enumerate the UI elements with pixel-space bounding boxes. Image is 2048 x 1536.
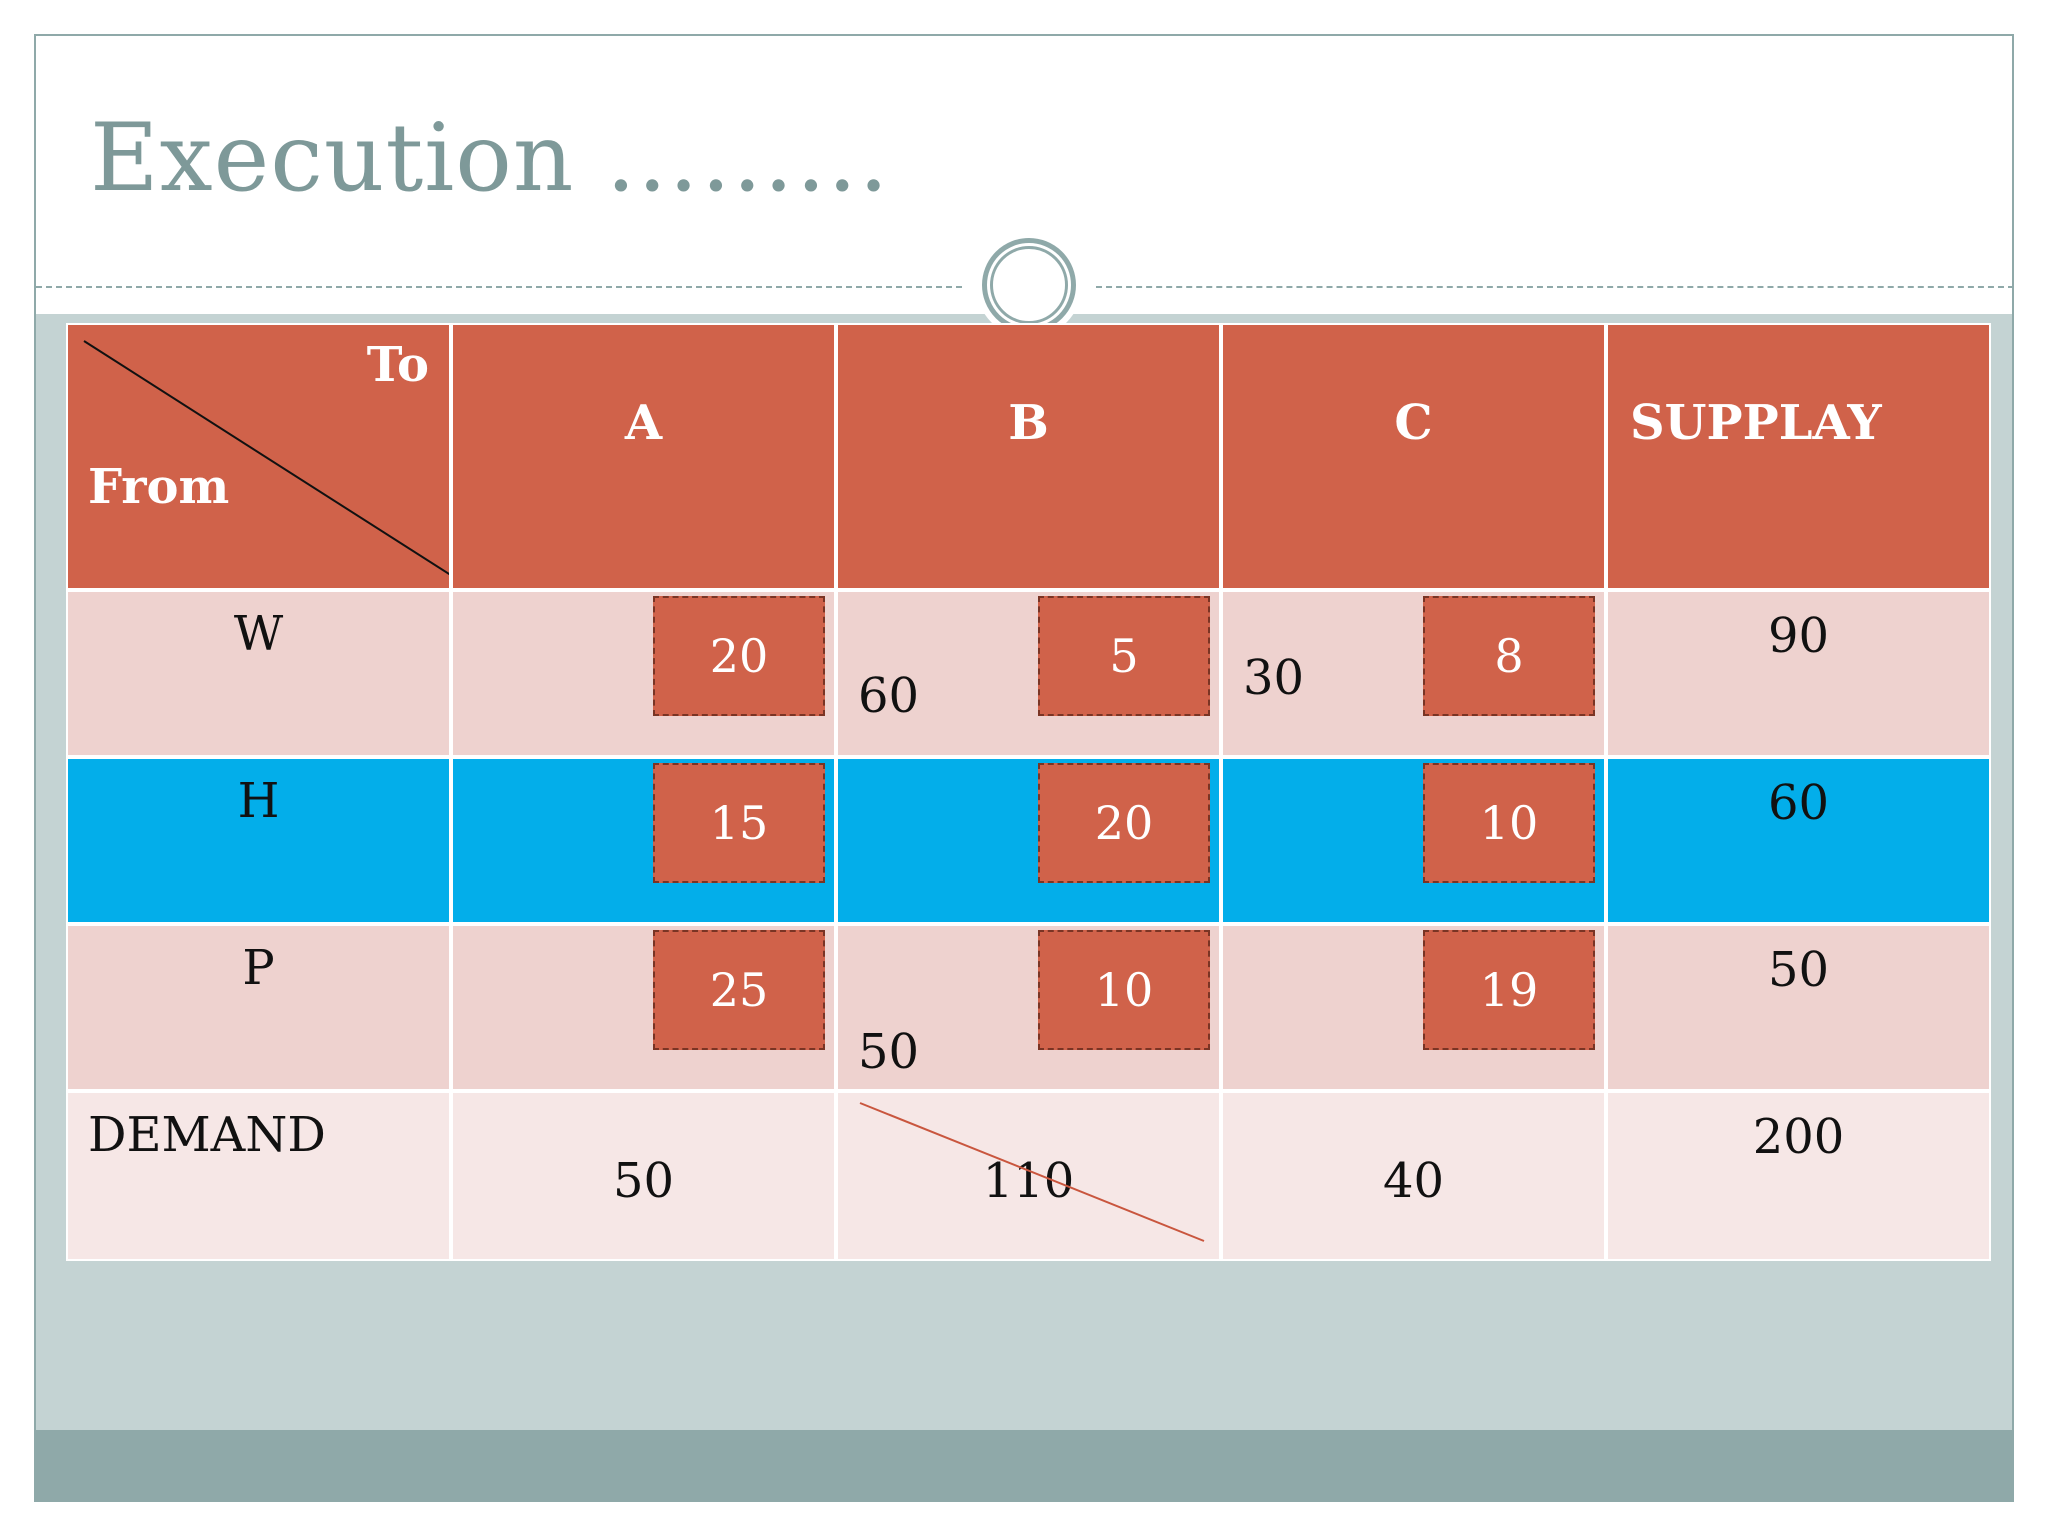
row-label-p: P <box>242 940 275 996</box>
demand-label: DEMAND <box>88 1107 326 1163</box>
cost-box-w-c: 8 <box>1423 596 1595 716</box>
demand-total-cell: 200 <box>1608 1093 1989 1259</box>
divider-line-right <box>1096 286 2014 288</box>
demand-cell-a: 50 <box>453 1093 834 1259</box>
demand-value-b: 110 <box>982 1153 1075 1209</box>
row-label-w: W <box>233 606 284 662</box>
cost-box-p-b: 10 <box>1038 930 1210 1050</box>
row-label-cell-p: P <box>68 926 449 1089</box>
corner-to-label: To <box>366 337 429 393</box>
supply-cell-p: 50 <box>1608 926 1989 1089</box>
demand-cell-b: 110 <box>838 1093 1219 1259</box>
supply-value-p: 50 <box>1767 942 1830 998</box>
table-cell-h-b: 20 <box>838 759 1219 922</box>
table-cell-w-c: 30 8 <box>1223 592 1604 755</box>
cost-box-p-c: 19 <box>1423 930 1595 1050</box>
cost-box-p-a: 25 <box>653 930 825 1050</box>
corner-diagonal-line <box>83 340 449 576</box>
table-cell-p-b: 50 10 <box>838 926 1219 1089</box>
row-label-h: H <box>237 773 280 829</box>
supply-value-w: 90 <box>1767 608 1830 664</box>
demand-value-c: 40 <box>1382 1153 1445 1209</box>
footer-bar <box>36 1430 2012 1500</box>
cost-box-w-b: 5 <box>1038 596 1210 716</box>
corner-header-cell: To From <box>68 325 449 588</box>
cost-box-h-a: 15 <box>653 763 825 883</box>
demand-total-value: 200 <box>1752 1109 1845 1165</box>
ring-ornament-inner <box>990 246 1068 324</box>
header-label-c: C <box>1394 395 1433 451</box>
table-cell-p-c: 19 <box>1223 926 1604 1089</box>
header-label-b: B <box>1008 395 1049 451</box>
header-label-a: A <box>624 395 663 451</box>
allocation-p-b: 50 <box>858 1024 920 1080</box>
transportation-table: To From A B C SUPPLAY W 20 60 5 30 8 90 … <box>66 323 1991 1261</box>
header-cell-c: C <box>1223 325 1604 588</box>
header-cell-b: B <box>838 325 1219 588</box>
table-cell-w-b: 60 5 <box>838 592 1219 755</box>
cost-box-w-a: 20 <box>653 596 825 716</box>
cost-box-h-b: 20 <box>1038 763 1210 883</box>
strike-through-line <box>859 1102 1205 1242</box>
cost-box-h-c: 10 <box>1423 763 1595 883</box>
header-cell-supply: SUPPLAY <box>1608 325 1989 588</box>
allocation-w-c: 30 <box>1243 650 1305 706</box>
header-cell-a: A <box>453 325 834 588</box>
supply-cell-w: 90 <box>1608 592 1989 755</box>
row-label-cell-h: H <box>68 759 449 922</box>
divider-line-left <box>36 286 962 288</box>
demand-cell-c: 40 <box>1223 1093 1604 1259</box>
table-cell-h-a: 15 <box>453 759 834 922</box>
table-cell-p-a: 25 <box>453 926 834 1089</box>
demand-label-cell: DEMAND <box>68 1093 449 1259</box>
allocation-w-b: 60 <box>858 668 920 724</box>
slide-title: Execution ……… <box>90 104 891 213</box>
table-cell-w-a: 20 <box>453 592 834 755</box>
row-label-cell-w: W <box>68 592 449 755</box>
demand-value-a: 50 <box>612 1153 675 1209</box>
header-label-supply: SUPPLAY <box>1630 395 1882 451</box>
corner-from-label: From <box>88 459 230 515</box>
supply-value-h: 60 <box>1767 775 1830 831</box>
table-cell-h-c: 10 <box>1223 759 1604 922</box>
supply-cell-h: 60 <box>1608 759 1989 922</box>
